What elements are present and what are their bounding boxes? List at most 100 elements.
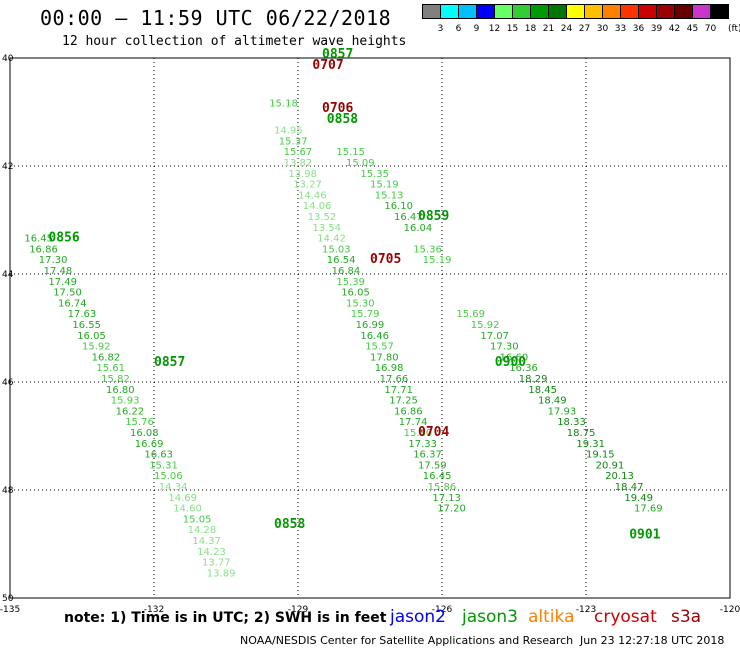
pass-time-label: 0857 — [322, 47, 353, 62]
wave-height-label: 17.48 — [44, 266, 73, 277]
wave-height-label: 15.92 — [82, 342, 111, 353]
scale-label: 9 — [473, 24, 480, 34]
wave-height-label: 17.30 — [39, 255, 68, 266]
wave-height-label: 16.63 — [144, 450, 173, 461]
wave-height-label: 16.10 — [384, 201, 413, 212]
wave-height-label: 18.29 — [519, 374, 548, 385]
sat-label-cryosat: cryosat — [594, 607, 657, 627]
wave-height-label: 16.60 — [500, 352, 529, 363]
wave-height-label: 15.86 — [428, 482, 457, 493]
wave-height-label: 16.55 — [72, 320, 101, 331]
wave-height-label: 15.61 — [96, 363, 125, 374]
wave-height-label: 18.49 — [538, 396, 567, 407]
wave-height-label: 16.99 — [356, 320, 385, 331]
wave-height-label: 17.33 — [408, 439, 437, 450]
wave-height-label: 16.05 — [77, 331, 106, 342]
wave-height-label: 15.19 — [370, 180, 399, 191]
generated-time: Jun 23 12:27:18 UTC 2018 — [580, 634, 725, 647]
wave-height-label: 16.36 — [509, 363, 538, 374]
wave-height-label: 16.46 — [360, 331, 389, 342]
scale-swatch — [710, 4, 729, 19]
x-tick-label: -123 — [576, 605, 596, 615]
wave-height-label: 13.52 — [308, 212, 337, 223]
wave-height-label: 17.50 — [53, 288, 82, 299]
wave-height-label: 14.37 — [192, 536, 221, 547]
wave-height-label: 13.77 — [202, 558, 231, 569]
scale-label: 39 — [650, 24, 663, 34]
scale-label: 70 — [704, 24, 717, 34]
wave-height-label: 16.74 — [58, 298, 87, 309]
pass-time-label: 0858 — [274, 517, 305, 532]
wave-height-label: 17.74 — [399, 417, 428, 428]
wave-height-label: 16.82 — [92, 352, 121, 363]
scale-label: 42 — [668, 24, 681, 34]
wave-height-label: 20.91 — [596, 460, 625, 471]
wave-height-label: 15.80 — [404, 428, 433, 439]
wave-height-label: 14.34 — [159, 482, 188, 493]
pass-time-label: 0706 — [322, 101, 353, 116]
y-tick-label: 40 — [2, 54, 14, 64]
chart-subtitle: 12 hour collection of altimeter wave hei… — [62, 34, 407, 49]
pass-time-label: 0900 — [495, 355, 526, 370]
wave-height-label: 17.59 — [418, 460, 447, 471]
pass-time-label: 0705 — [370, 252, 401, 267]
wave-height-label: 15.15 — [336, 147, 365, 158]
pass-time-label: 0704 — [418, 425, 449, 440]
x-tick-label: -132 — [144, 605, 164, 615]
wave-height-label: 17.71 — [384, 385, 413, 396]
wave-height-label: 17.25 — [389, 396, 418, 407]
pass-time-label: 0707 — [312, 58, 343, 73]
wave-height-label: 18.33 — [557, 417, 586, 428]
wave-height-label: 13.54 — [312, 223, 341, 234]
wave-height-label: 15.82 — [101, 374, 130, 385]
scale-label: 15 — [506, 24, 519, 34]
wave-height-label: 16.45 — [24, 234, 53, 245]
wave-height-label: 19.15 — [586, 450, 615, 461]
sat-label-jason3: jason3 — [462, 607, 518, 627]
wave-height-label: 15.05 — [183, 514, 212, 525]
scale-label: 45 — [686, 24, 699, 34]
wave-height-label: 15.30 — [346, 298, 375, 309]
pass-time-label: 0858 — [327, 112, 358, 127]
wave-height-label: 16.98 — [375, 363, 404, 374]
scale-label: 24 — [560, 24, 573, 34]
x-tick-label: -126 — [432, 605, 453, 615]
wave-height-label: 14.06 — [303, 201, 332, 212]
sat-label-s3a: s3a — [671, 607, 702, 627]
wave-height-label: 15.31 — [149, 460, 178, 471]
pass-time-label: 0856 — [48, 231, 79, 246]
wave-height-label: 16.54 — [327, 255, 356, 266]
wave-height-label: 15.03 — [322, 244, 351, 255]
wave-height-label: 15.79 — [351, 309, 380, 320]
wave-height-label: 17.13 — [432, 493, 461, 504]
wave-height-label: 14.60 — [173, 504, 202, 515]
wave-height-label: 17.20 — [437, 504, 466, 515]
pass-time-label: 0857 — [154, 355, 185, 370]
wave-height-label: 15.93 — [111, 396, 140, 407]
wave-height-label: 17.93 — [548, 406, 577, 417]
scale-label: 18 — [524, 24, 537, 34]
wave-height-label: 15.39 — [336, 277, 365, 288]
wave-height-label: 17.66 — [380, 374, 409, 385]
wave-height-label: 17.80 — [370, 352, 399, 363]
scale-label: 3 — [437, 24, 444, 34]
wave-height-label: 17.30 — [490, 342, 519, 353]
wave-height-label: 18.75 — [567, 428, 596, 439]
wave-height-label: 17.07 — [480, 331, 509, 342]
page-title: 00:00 – 11:59 UTC 06/22/2018 — [40, 6, 392, 30]
wave-height-label: 17.69 — [634, 504, 663, 515]
sat-label-altika: altika — [528, 607, 575, 627]
wave-height-label: 14.69 — [168, 493, 197, 504]
pass-time-label: 0859 — [418, 209, 449, 224]
wave-height-label: 15.57 — [365, 342, 394, 353]
wave-height-label: 15.76 — [125, 417, 154, 428]
wave-height-label: 19.31 — [576, 439, 605, 450]
wave-height-label: 18.47 — [615, 482, 644, 493]
wave-height-label: 16.69 — [135, 439, 164, 450]
wave-height-label: 16.08 — [130, 428, 159, 439]
wave-height-label: 17.63 — [68, 309, 97, 320]
y-tick-label: 42 — [2, 162, 13, 172]
x-tick-label: -120 — [720, 605, 740, 615]
scale-label: 36 — [632, 24, 645, 34]
